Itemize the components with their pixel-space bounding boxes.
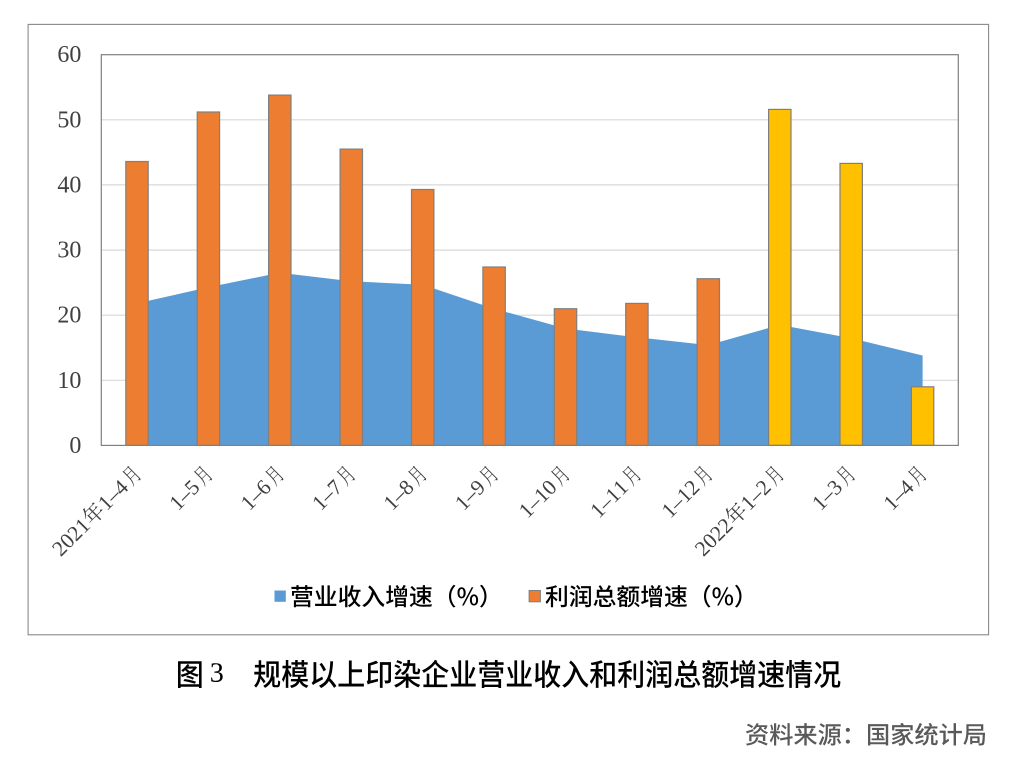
svg-text:40: 40 (57, 172, 81, 198)
svg-text:30: 30 (57, 238, 81, 264)
svg-text:50: 50 (57, 107, 81, 133)
svg-text:20: 20 (57, 303, 81, 329)
svg-text:60: 60 (57, 42, 81, 68)
svg-text:0: 0 (69, 433, 81, 459)
svg-text:10: 10 (57, 368, 81, 394)
